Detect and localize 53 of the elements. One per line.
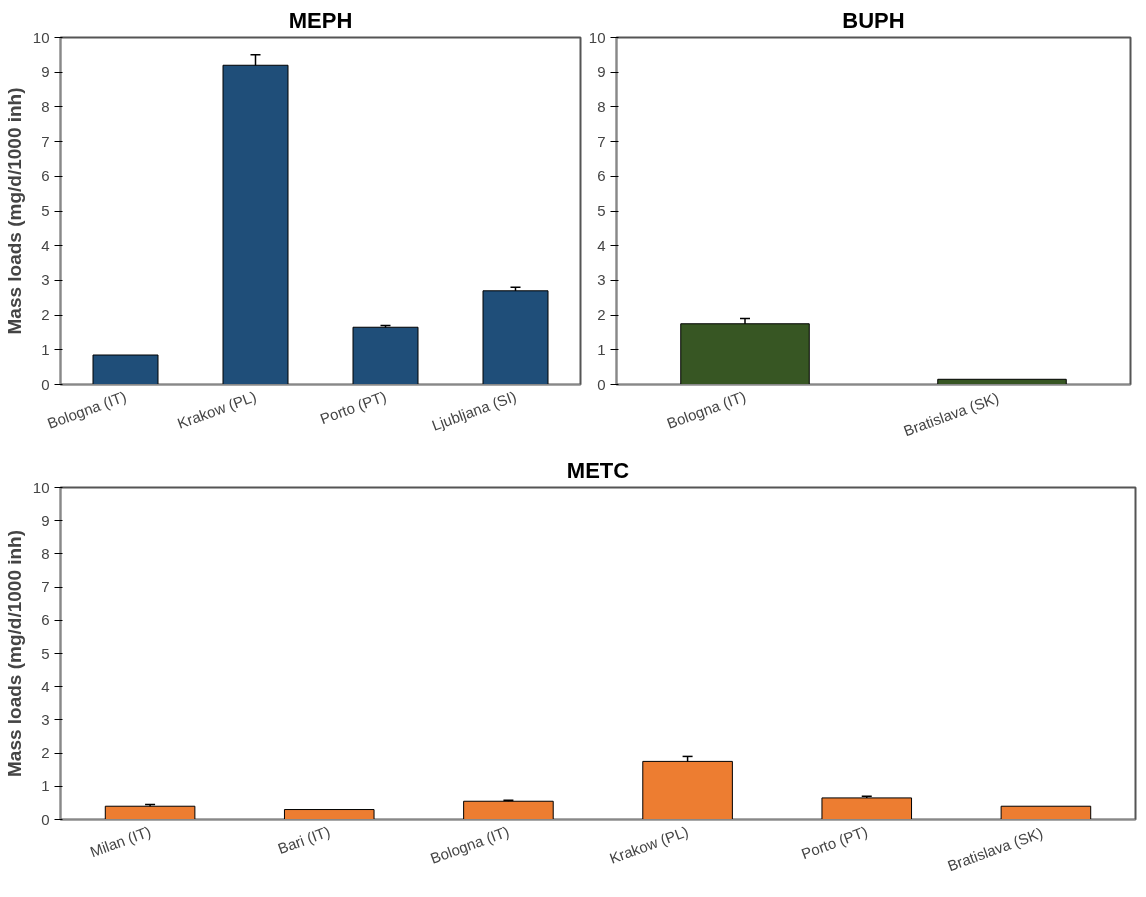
y-tick-label: 10	[32, 28, 50, 46]
bar	[463, 800, 554, 820]
y-axis-title: Mass loads (mg/d/1000 inh)	[3, 87, 25, 335]
y-tick-label: 10	[32, 478, 50, 496]
y-tick-label: 1	[597, 340, 606, 358]
bar	[104, 805, 196, 820]
bar	[482, 290, 549, 385]
chart-title: BUPH	[842, 7, 905, 33]
y-tick-label: 1	[41, 340, 50, 358]
y-tick-label: 3	[597, 271, 606, 289]
chart-title: METC	[566, 457, 630, 483]
x-tick-label: Krakow (PL)	[607, 822, 691, 867]
y-tick-label: 4	[41, 236, 50, 254]
x-tick-label: Porto (PT)	[798, 822, 870, 863]
y-tick-label: 0	[41, 375, 50, 393]
y-tick-label: 3	[41, 271, 50, 289]
y-tick-label: 7	[597, 132, 606, 150]
x-tick-label: Milan (IT)	[87, 822, 154, 861]
y-tick-label: 9	[41, 63, 50, 81]
y-tick-label: 5	[597, 202, 606, 219]
y-tick-label: 7	[41, 132, 50, 150]
bar	[1000, 805, 1092, 820]
y-tick-label: 0	[597, 375, 606, 393]
y-tick-label: 2	[41, 744, 50, 762]
bar	[92, 354, 159, 385]
y-tick-label: 9	[597, 63, 606, 81]
y-tick-label: 2	[41, 306, 50, 324]
y-tick-label: 10	[588, 28, 606, 46]
y-tick-label: 0	[41, 810, 50, 828]
y-tick-label: 6	[41, 611, 50, 629]
x-tick-label: Bari (IT)	[275, 822, 333, 858]
y-tick-label: 8	[41, 544, 50, 562]
y-tick-label: 2	[597, 306, 606, 324]
y-tick-label: 7	[41, 578, 50, 596]
x-tick-label: Krakow (PL)	[175, 387, 259, 432]
y-tick-label: 6	[41, 167, 50, 185]
bar	[352, 326, 419, 385]
y-tick-label: 4	[597, 236, 606, 254]
chart-title: MEPH	[288, 7, 353, 33]
y-tick-label: 9	[41, 511, 50, 529]
y-tick-label: 4	[41, 677, 50, 695]
y-tick-label: 1	[41, 777, 50, 795]
bar	[642, 760, 733, 820]
y-tick-label: 5	[41, 202, 50, 219]
x-tick-label: Porto (PT)	[317, 387, 389, 428]
y-axis-title: Mass loads (mg/d/1000 inh)	[3, 529, 25, 778]
bar	[821, 797, 913, 820]
y-tick-label: 8	[597, 97, 606, 115]
y-tick-label: 6	[597, 167, 606, 185]
y-tick-label: 8	[41, 97, 50, 115]
bar	[283, 809, 375, 820]
y-tick-label: 5	[41, 644, 50, 662]
y-tick-label: 3	[41, 710, 50, 728]
